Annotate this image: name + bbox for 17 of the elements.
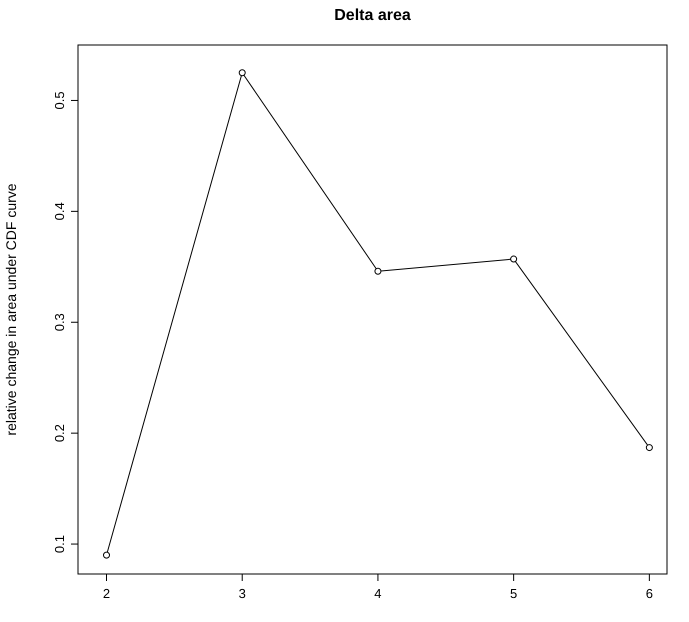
y-axis-title: relative change in area under CDF curve: [3, 183, 19, 436]
x-tick-label: 4: [374, 586, 382, 601]
y-tick-label: 0.1: [52, 535, 67, 554]
point: [103, 552, 110, 559]
y-tick-label: 0.5: [52, 91, 67, 110]
chart-title: Delta area: [334, 7, 411, 24]
y-tick-label: 0.2: [52, 424, 67, 442]
point: [646, 444, 653, 452]
y-tick-label: 0.3: [52, 313, 67, 332]
x-tick-label: 5: [510, 586, 518, 601]
point: [238, 69, 246, 76]
point: [374, 268, 382, 275]
x-tick-label: 2: [102, 586, 110, 601]
point: [510, 256, 518, 263]
x-tick-label: 3: [238, 586, 246, 601]
y-tick-label: 0.4: [52, 202, 67, 220]
x-tick-label: 6: [646, 586, 653, 601]
